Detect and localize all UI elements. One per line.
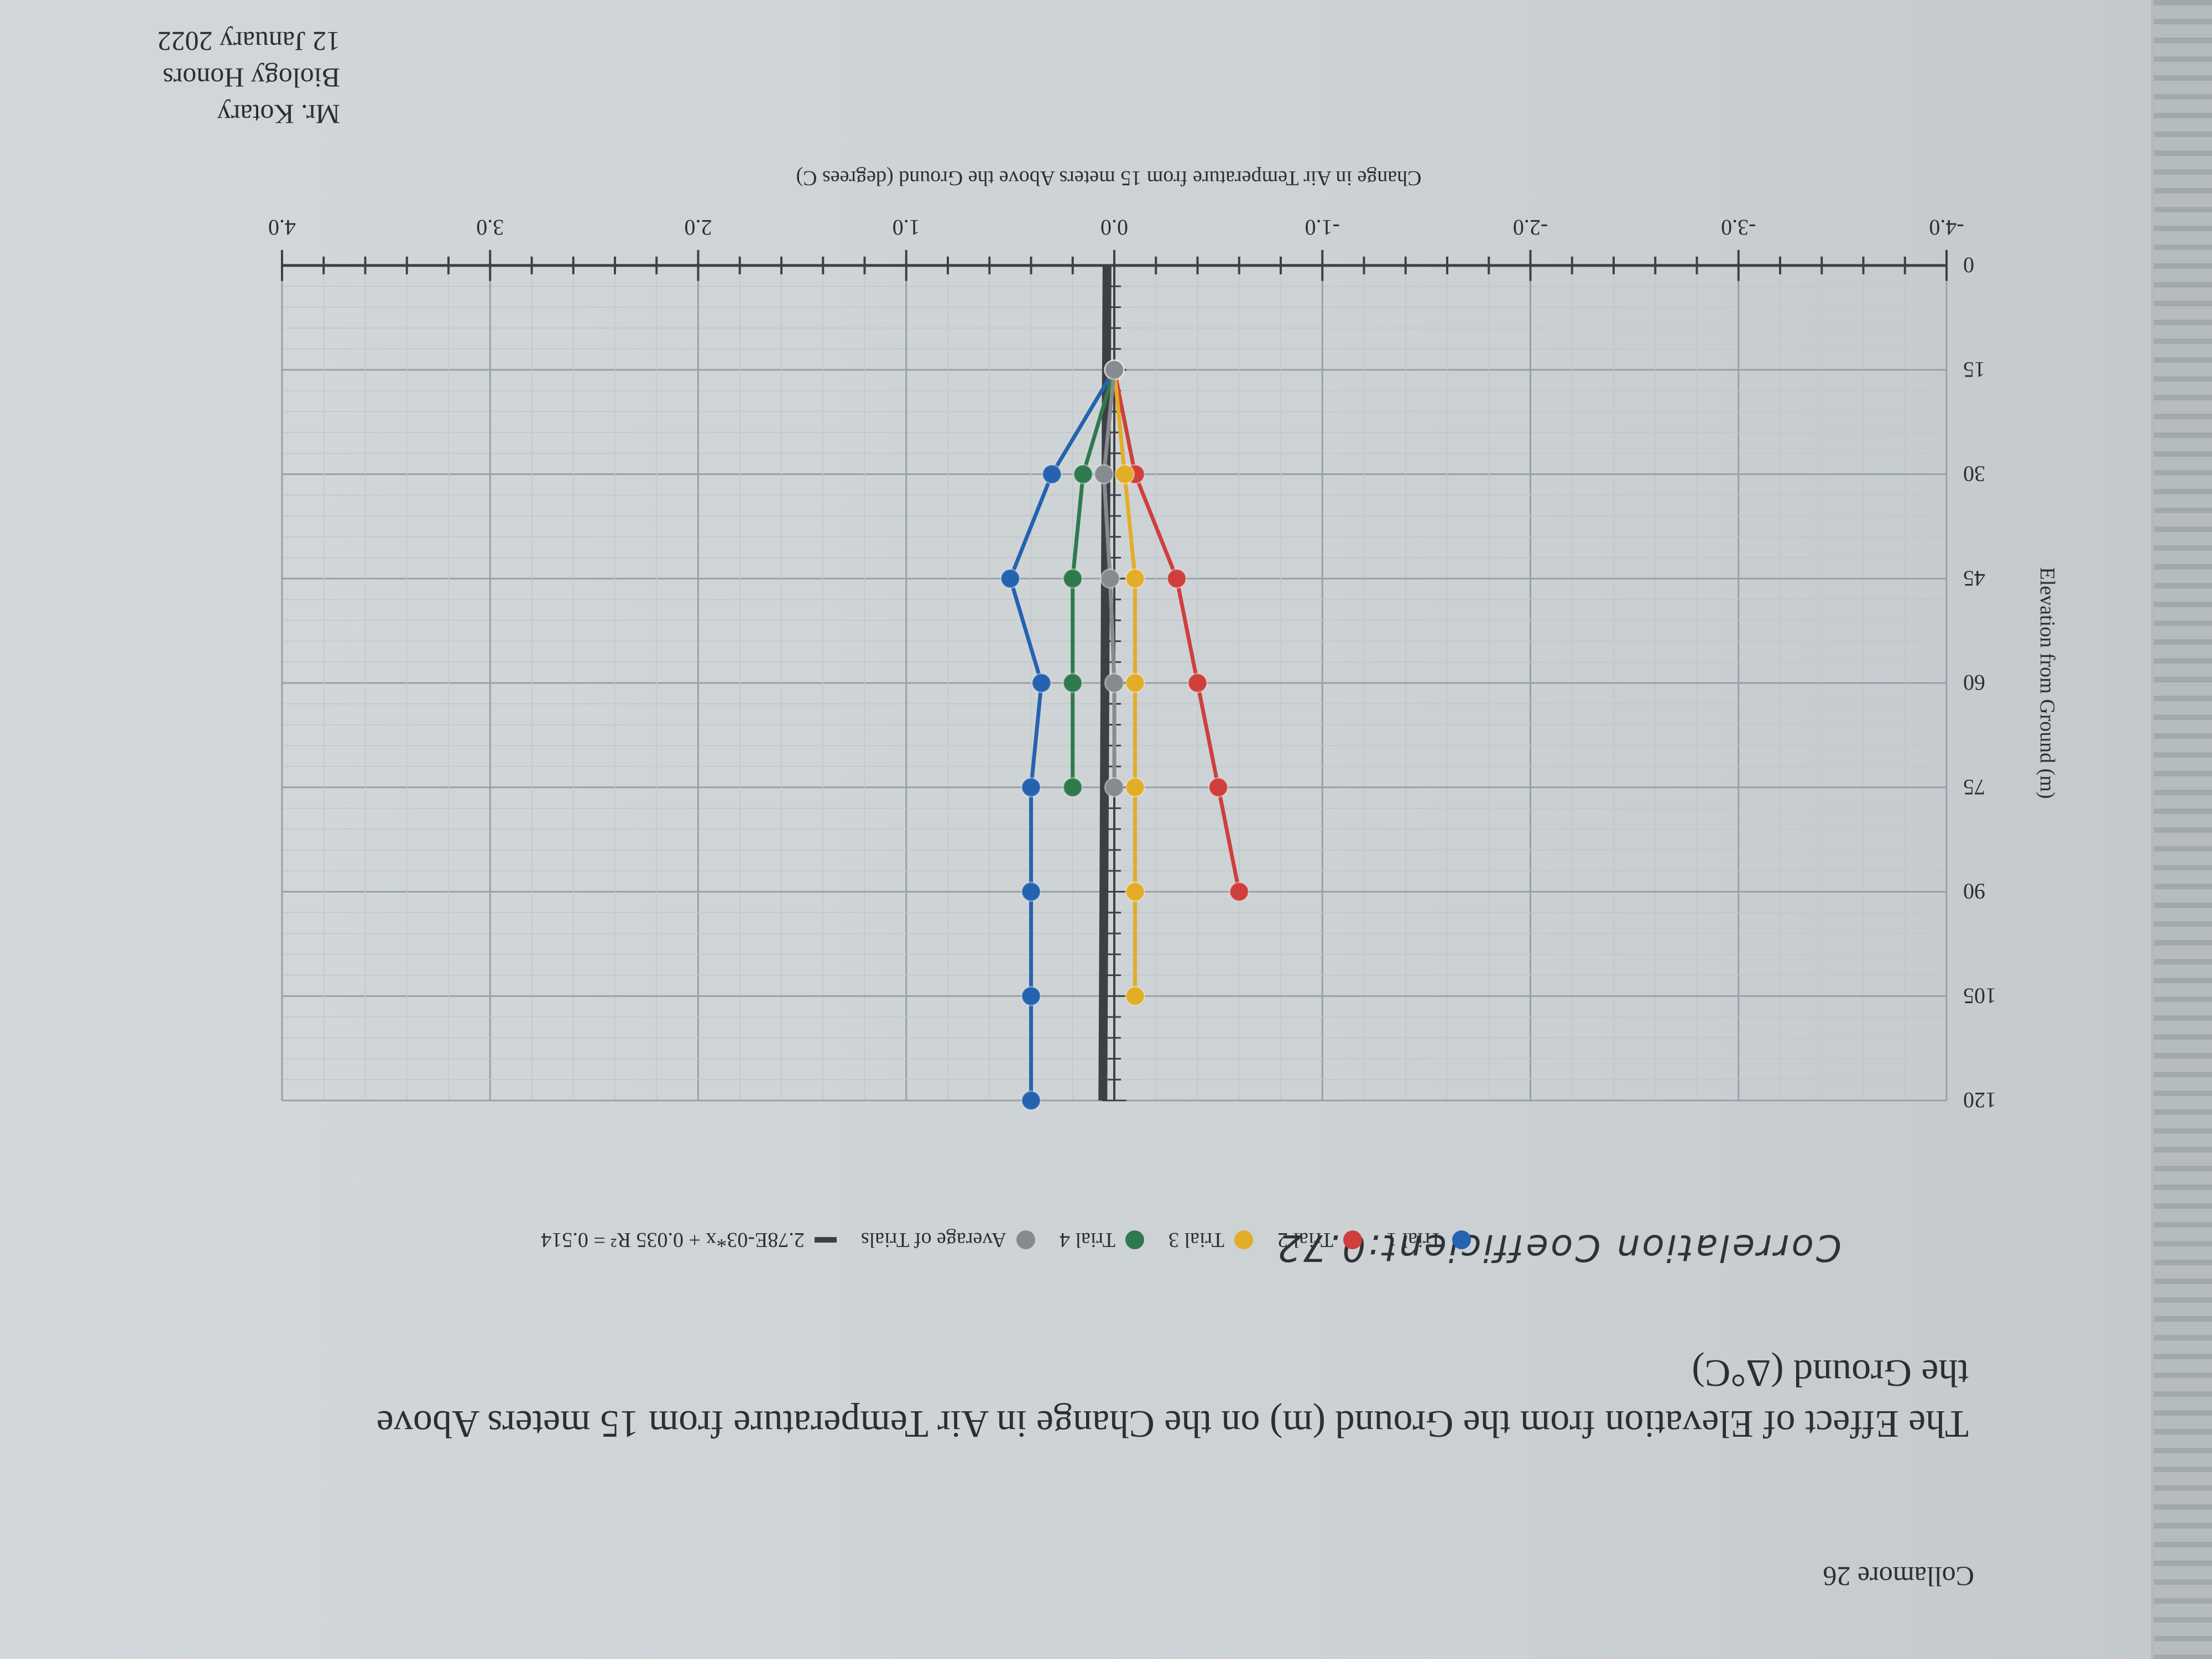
x-tick-label: 1.0 [893, 215, 920, 240]
data-point [1166, 568, 1187, 589]
x-tick-label: 4.0 [268, 215, 296, 240]
series-line-1 [1008, 368, 1117, 1100]
data-point [1125, 672, 1146, 693]
y-tick-label: 45 [1963, 566, 1985, 591]
data-point [1104, 672, 1125, 693]
data-point [1062, 672, 1083, 693]
line-chart: -4.0 -3.0 -2.0 -1.0 0.0 1.0 2.0 3.0 4.0 0 15 30 45 60… [268, 166, 2059, 1113]
data-point [1021, 1090, 1041, 1111]
data-point [1104, 359, 1125, 380]
data-point [1093, 464, 1114, 484]
data-point [1073, 464, 1094, 484]
data-point [1104, 777, 1125, 798]
data-point [1062, 777, 1083, 798]
y-tick-label: 90 [1963, 879, 1985, 904]
data-point [1099, 568, 1120, 589]
x-tick-label: -4.0 [1929, 215, 1964, 240]
data-point [1000, 568, 1021, 589]
data-point [1187, 672, 1208, 693]
x-tick-label: -2.0 [1513, 215, 1548, 240]
series-line-2 [1112, 369, 1241, 893]
x-tick-label: 2.0 [685, 215, 712, 240]
x-tick-label: 3.0 [476, 215, 504, 240]
footer-course: Biology Honors [163, 62, 340, 93]
footer-info: Mr. Kotary Biology Honors 12 January 202… [158, 23, 341, 133]
data-point [1125, 777, 1146, 798]
footer-date: 12 January 2022 [157, 26, 341, 57]
data-point [1021, 881, 1041, 902]
y-tick-label: 15 [1963, 357, 1985, 382]
y-tick-label: 105 [1963, 983, 1996, 1008]
footer-teacher: Mr. Kotary [217, 99, 340, 130]
data-point [1021, 985, 1041, 1006]
y-tick-label: 0 [1963, 253, 1974, 278]
binder-sleeve-edge [2154, 0, 2212, 1659]
x-tick-label: -1.0 [1305, 215, 1340, 240]
paper-sheet: Collamore 26 The Effect of Elevation fro… [0, 0, 2151, 1659]
y-tick-label: 120 [1963, 1088, 1996, 1113]
data-point [1229, 881, 1250, 902]
x-tick-label: -3.0 [1721, 215, 1756, 240]
data-point [1125, 985, 1146, 1006]
y-tick-label: 30 [1963, 462, 1985, 487]
data-point [1041, 464, 1062, 484]
data-point [1031, 672, 1052, 693]
page-content: Collamore 26 The Effect of Elevation fro… [158, 23, 2059, 1592]
data-point [1021, 777, 1041, 798]
data-point [1114, 464, 1135, 484]
data-point [1062, 568, 1083, 589]
x-tick-label: 0.0 [1100, 215, 1128, 240]
x-axis-title: Change in Air Temperature from 15 meters… [796, 166, 1421, 190]
y-tick-label: 75 [1963, 775, 1985, 800]
y-tick-label: 60 [1963, 670, 1985, 695]
data-point [1208, 777, 1229, 798]
y-axis-title: Elevation from Ground (m) [2036, 567, 2059, 799]
data-point [1125, 881, 1146, 902]
data-point [1125, 568, 1146, 589]
